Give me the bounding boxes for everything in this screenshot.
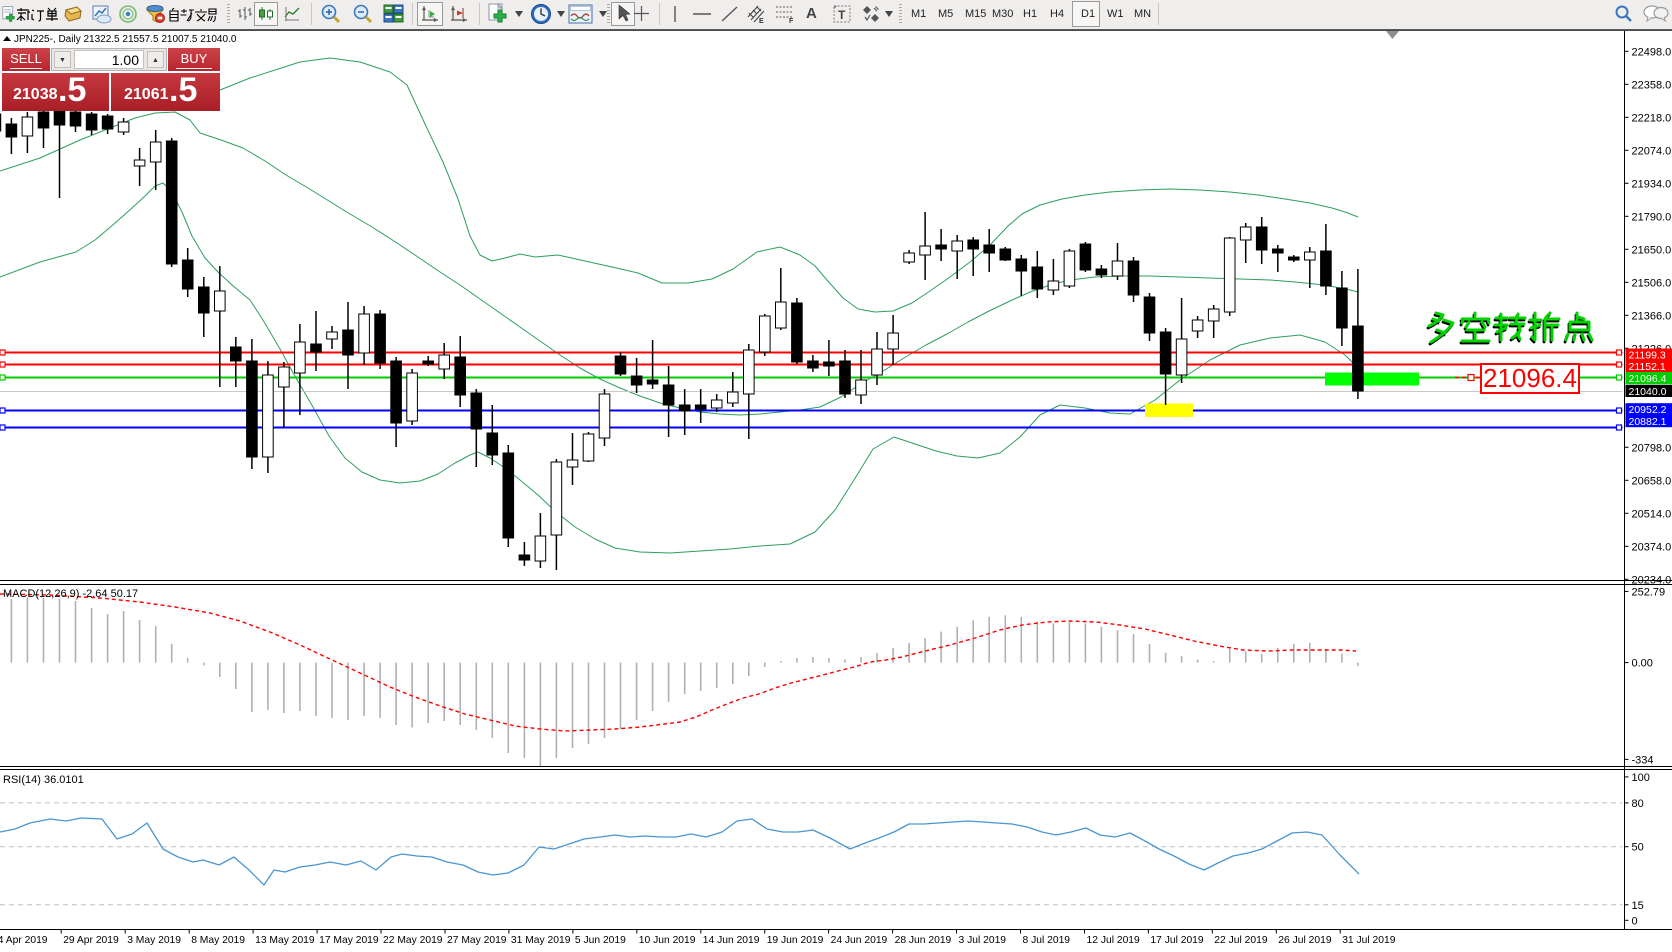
svg-text:15: 15 [1632, 900, 1644, 912]
svg-text:21366.0: 21366.0 [1632, 310, 1672, 322]
svg-text:3 May 2019: 3 May 2019 [127, 935, 181, 946]
svg-text:12 Jul 2019: 12 Jul 2019 [1087, 935, 1141, 946]
svg-text:21096.4: 21096.4 [1629, 373, 1667, 385]
svg-text:31 May 2019: 31 May 2019 [511, 935, 571, 946]
svg-text:24 Jun 2019: 24 Jun 2019 [831, 935, 888, 946]
svg-text:24 Apr 2019: 24 Apr 2019 [0, 935, 48, 946]
svg-text:22 May 2019: 22 May 2019 [383, 935, 443, 946]
svg-text:252.79: 252.79 [1632, 586, 1666, 598]
svg-text:21934.0: 21934.0 [1632, 178, 1672, 190]
svg-text:3 Jul 2019: 3 Jul 2019 [959, 935, 1007, 946]
svg-text:21790.0: 21790.0 [1632, 211, 1672, 223]
svg-text:8 May 2019: 8 May 2019 [191, 935, 245, 946]
svg-text:20658.0: 20658.0 [1632, 475, 1672, 487]
svg-text:14 Jun 2019: 14 Jun 2019 [703, 935, 760, 946]
svg-text:22218.0: 22218.0 [1632, 112, 1672, 124]
svg-text:21650.0: 21650.0 [1632, 244, 1672, 256]
svg-text:20374.0: 20374.0 [1632, 541, 1672, 553]
svg-text:21199.3: 21199.3 [1629, 350, 1666, 362]
svg-text:20798.0: 20798.0 [1632, 442, 1672, 454]
svg-text:10 Jun 2019: 10 Jun 2019 [639, 935, 696, 946]
svg-text:100: 100 [1632, 772, 1650, 784]
svg-text:F: F [789, 18, 794, 24]
svg-text:22074.0: 22074.0 [1632, 145, 1672, 157]
svg-text:20514.0: 20514.0 [1632, 508, 1672, 520]
svg-text:JPN225-, Daily 21322.5 21557.: JPN225-, Daily 21322.5 21557.5 21007.5 2… [14, 34, 237, 45]
svg-text:27 May 2019: 27 May 2019 [447, 935, 507, 946]
svg-text:19 Jun 2019: 19 Jun 2019 [767, 935, 824, 946]
svg-text:22 Jul 2019: 22 Jul 2019 [1214, 935, 1268, 946]
svg-text:21506.0: 21506.0 [1632, 277, 1672, 289]
svg-text:T: T [838, 8, 846, 22]
svg-text:21040.0: 21040.0 [1629, 386, 1667, 398]
svg-text:50: 50 [1632, 842, 1644, 854]
svg-text:22358.0: 22358.0 [1632, 79, 1672, 91]
svg-text:8 Jul 2019: 8 Jul 2019 [1023, 935, 1071, 946]
svg-text:RSI(14) 36.0101: RSI(14) 36.0101 [3, 774, 84, 786]
svg-text:26 Jul 2019: 26 Jul 2019 [1278, 935, 1332, 946]
svg-text:31 Jul 2019: 31 Jul 2019 [1342, 935, 1396, 946]
svg-text:13 May 2019: 13 May 2019 [255, 935, 315, 946]
svg-text:20952.2: 20952.2 [1629, 404, 1667, 416]
svg-text:MACD(12,26,9) -2.64 50.17: MACD(12,26,9) -2.64 50.17 [3, 588, 138, 600]
svg-text:0: 0 [1632, 915, 1638, 927]
svg-text:80: 80 [1632, 798, 1644, 810]
svg-text:29 Apr 2019: 29 Apr 2019 [63, 935, 119, 946]
svg-text:20234.0: 20234.0 [1632, 574, 1672, 586]
svg-text:28 Jun 2019: 28 Jun 2019 [895, 935, 952, 946]
svg-text:21152.1: 21152.1 [1629, 361, 1666, 373]
svg-text:22498.0: 22498.0 [1632, 46, 1672, 58]
svg-text:E: E [759, 18, 764, 24]
svg-text:-334: -334 [1632, 754, 1654, 766]
svg-text:17 Jul 2019: 17 Jul 2019 [1150, 935, 1204, 946]
svg-text:17 May 2019: 17 May 2019 [319, 935, 379, 946]
svg-text:0.00: 0.00 [1632, 658, 1653, 670]
svg-text:20882.1: 20882.1 [1629, 416, 1667, 428]
svg-text:5 Jun 2019: 5 Jun 2019 [575, 935, 626, 946]
